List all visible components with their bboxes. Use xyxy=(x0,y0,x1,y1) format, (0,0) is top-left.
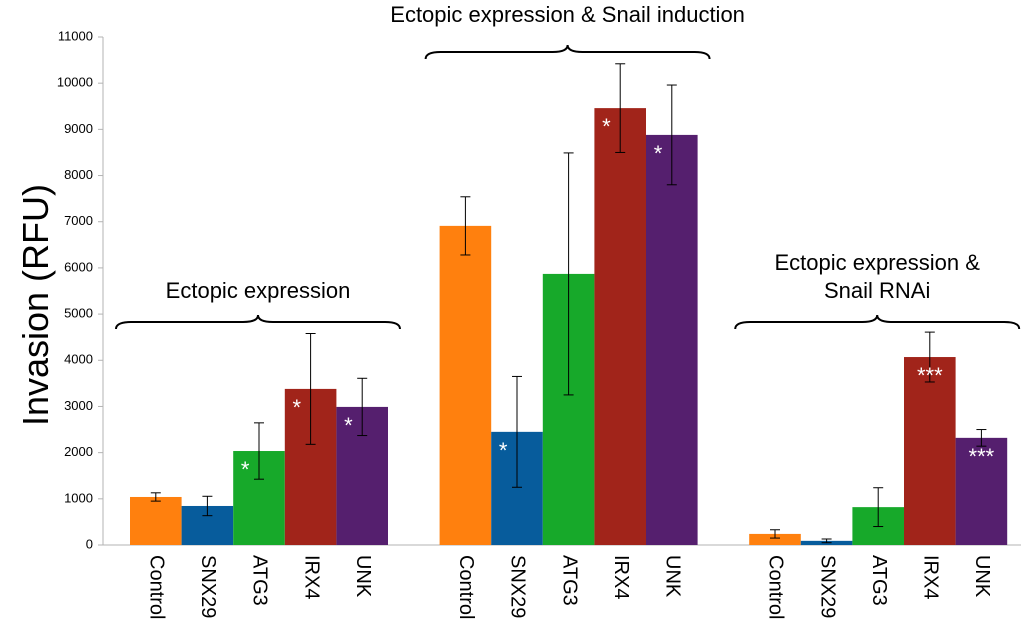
significance-label: * xyxy=(654,141,663,166)
x-tick-label: IRX4 xyxy=(300,555,322,599)
y-axis-label: Invasion (RFU) xyxy=(15,184,56,426)
x-tick-label: ATG3 xyxy=(249,555,271,606)
significance-label: * xyxy=(602,114,611,139)
x-tick-label: Control xyxy=(455,555,477,619)
x-tick-label: UNK xyxy=(662,555,684,598)
x-tick-label: UNK xyxy=(352,555,374,598)
y-tick-label: 1000 xyxy=(64,490,93,505)
bar xyxy=(646,134,698,545)
x-tick-label: SNX29 xyxy=(816,555,838,618)
x-tick-label: SNX29 xyxy=(197,555,219,618)
y-tick-label: 7000 xyxy=(64,213,93,228)
y-tick-label: 6000 xyxy=(64,259,93,274)
x-tick-label: IRX4 xyxy=(920,555,942,599)
bar xyxy=(130,496,182,545)
significance-label: * xyxy=(241,457,250,482)
significance-label: * xyxy=(499,438,508,463)
group-label: Ectopic expression & xyxy=(774,250,980,275)
group-brace xyxy=(734,314,1021,330)
y-tick-label: 11000 xyxy=(58,28,93,43)
significance-label: * xyxy=(344,413,353,438)
x-tick-label: SNX29 xyxy=(507,555,529,618)
group-brace xyxy=(115,314,401,330)
y-tick-label: 8000 xyxy=(64,167,93,182)
y-tick-label: 9000 xyxy=(64,121,93,136)
y-tick-label: 10000 xyxy=(57,75,93,90)
x-tick-label: ATG3 xyxy=(868,555,890,606)
y-tick-label: 4000 xyxy=(64,352,93,367)
bar xyxy=(955,437,1008,545)
y-tick-label: 2000 xyxy=(64,444,93,459)
bar xyxy=(594,108,646,546)
x-tick-label: Control xyxy=(146,555,168,619)
group-label: Snail RNAi xyxy=(824,278,930,303)
x-tick-label: IRX4 xyxy=(610,555,632,599)
group-brace xyxy=(424,44,711,60)
bar xyxy=(904,357,956,545)
significance-label: *** xyxy=(969,444,995,469)
y-tick-label: 5000 xyxy=(64,306,93,321)
significance-label: *** xyxy=(917,363,943,388)
group-label: Ectopic expression xyxy=(166,278,351,303)
y-tick-label: 0 xyxy=(86,536,93,551)
bar xyxy=(749,533,801,545)
x-tick-label: UNK xyxy=(971,555,993,598)
x-tick-label: ATG3 xyxy=(558,555,580,606)
group-label: Ectopic expression & Snail induction xyxy=(390,2,745,27)
significance-label: * xyxy=(293,395,302,420)
bar xyxy=(439,225,492,545)
y-tick-label: 3000 xyxy=(64,398,93,413)
x-tick-label: Control xyxy=(765,555,787,619)
